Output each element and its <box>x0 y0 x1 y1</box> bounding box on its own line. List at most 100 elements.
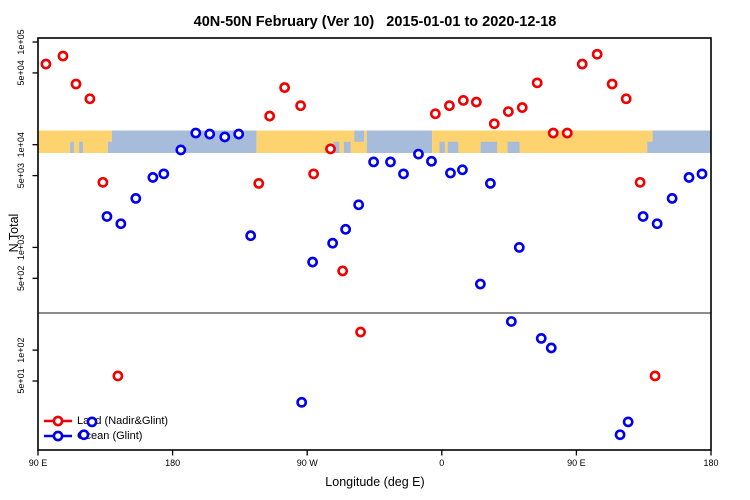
map-band-segment <box>107 130 257 153</box>
map-band-patch <box>439 141 445 153</box>
data-point <box>426 155 437 167</box>
data-point <box>535 332 547 344</box>
map-band-patch <box>70 141 74 153</box>
data-point <box>513 241 525 253</box>
y-axis-tick-label: 5e+04 <box>16 60 26 85</box>
data-point <box>307 256 318 268</box>
data-point <box>353 199 365 211</box>
data-point <box>337 265 349 277</box>
data-point <box>651 218 663 230</box>
data-point <box>591 48 603 60</box>
map-band-patch <box>79 141 83 153</box>
x-axis-label: Longitude (deg E) <box>325 475 425 489</box>
x-axis-tick-label: 90 W <box>297 458 319 468</box>
map-band-patch <box>107 130 113 142</box>
data-point <box>634 176 646 188</box>
data-point <box>86 416 98 428</box>
map-band-patch <box>333 141 340 153</box>
data-point <box>531 77 543 89</box>
map-band-segment <box>366 130 433 153</box>
y-axis-tick-label: 5e+01 <box>16 368 26 393</box>
y-axis-tick-label: 1e+03 <box>16 235 26 260</box>
data-point <box>385 156 396 168</box>
data-point <box>78 429 90 441</box>
data-point <box>457 164 468 176</box>
y-axis-tick-label: 5e+02 <box>16 266 26 291</box>
data-point <box>325 143 336 155</box>
data-point <box>474 278 486 290</box>
data-point <box>40 58 52 70</box>
map-band-patch <box>507 141 520 153</box>
y-axis-tick-label: 1e+04 <box>16 132 26 157</box>
legend-label-ocean: Ocean (Glint) <box>77 430 143 442</box>
legend-symbol-point <box>52 430 64 442</box>
data-point <box>368 156 380 168</box>
data-point <box>175 144 187 156</box>
data-point <box>70 78 82 90</box>
chart-title: 40N-50N February (Ver 10) 2015-01-01 to … <box>193 14 557 30</box>
data-point <box>429 108 441 120</box>
data-point <box>683 172 695 183</box>
y-axis-tick-label: 1e+02 <box>16 337 26 362</box>
data-point <box>327 237 339 249</box>
map-band-patch <box>480 141 498 153</box>
data-point <box>445 167 456 179</box>
data-point <box>112 370 124 382</box>
data-point <box>264 110 276 122</box>
x-axis-tick-label: 90 E <box>29 458 48 468</box>
map-band-segment <box>647 130 711 153</box>
data-point <box>84 93 96 105</box>
data-point <box>606 78 618 90</box>
data-point <box>295 100 307 112</box>
data-point <box>576 58 588 70</box>
data-point <box>505 316 517 327</box>
map-band-segment <box>432 130 648 153</box>
data-point <box>279 82 291 93</box>
data-point <box>57 50 69 62</box>
data-point <box>355 326 366 338</box>
data-point <box>502 106 514 118</box>
x-axis-tick-label: 180 <box>703 458 718 468</box>
data-point <box>516 102 528 113</box>
map-band-patch <box>447 141 459 153</box>
data-point <box>614 429 626 441</box>
map-band-patch <box>343 141 351 153</box>
data-point <box>545 342 557 354</box>
data-point <box>158 168 170 180</box>
y-axis-tick-label: 5e+03 <box>16 163 26 188</box>
data-point <box>97 176 109 188</box>
data-point <box>637 211 649 222</box>
data-point <box>101 211 113 222</box>
data-point <box>649 370 661 382</box>
data-point <box>547 127 559 139</box>
data-point <box>233 128 245 140</box>
data-point <box>204 128 216 140</box>
data-point <box>398 168 409 180</box>
data-point <box>413 148 424 160</box>
data-point <box>457 94 469 106</box>
data-point <box>470 96 482 108</box>
data-point <box>444 100 455 112</box>
data-point <box>622 416 634 428</box>
data-point <box>488 118 500 130</box>
data-point <box>253 177 265 189</box>
x-axis-tick-label: 90 E <box>567 458 586 468</box>
legend-symbol-point <box>52 415 64 427</box>
legend-label-land: Land (Nadir&Glint) <box>77 415 169 427</box>
data-point <box>308 168 320 180</box>
x-axis-tick-label: 180 <box>165 458 180 468</box>
data-point <box>296 396 308 408</box>
plot-border <box>37 37 712 451</box>
data-point <box>485 177 496 189</box>
data-point <box>666 192 678 204</box>
x-axis-tick-label: 0 <box>439 458 444 468</box>
map-band-patch <box>354 130 365 142</box>
data-point <box>340 223 352 235</box>
data-point <box>620 93 632 105</box>
data-point <box>696 168 708 180</box>
data-point <box>219 131 231 143</box>
data-point <box>130 192 142 204</box>
data-point <box>147 172 159 183</box>
